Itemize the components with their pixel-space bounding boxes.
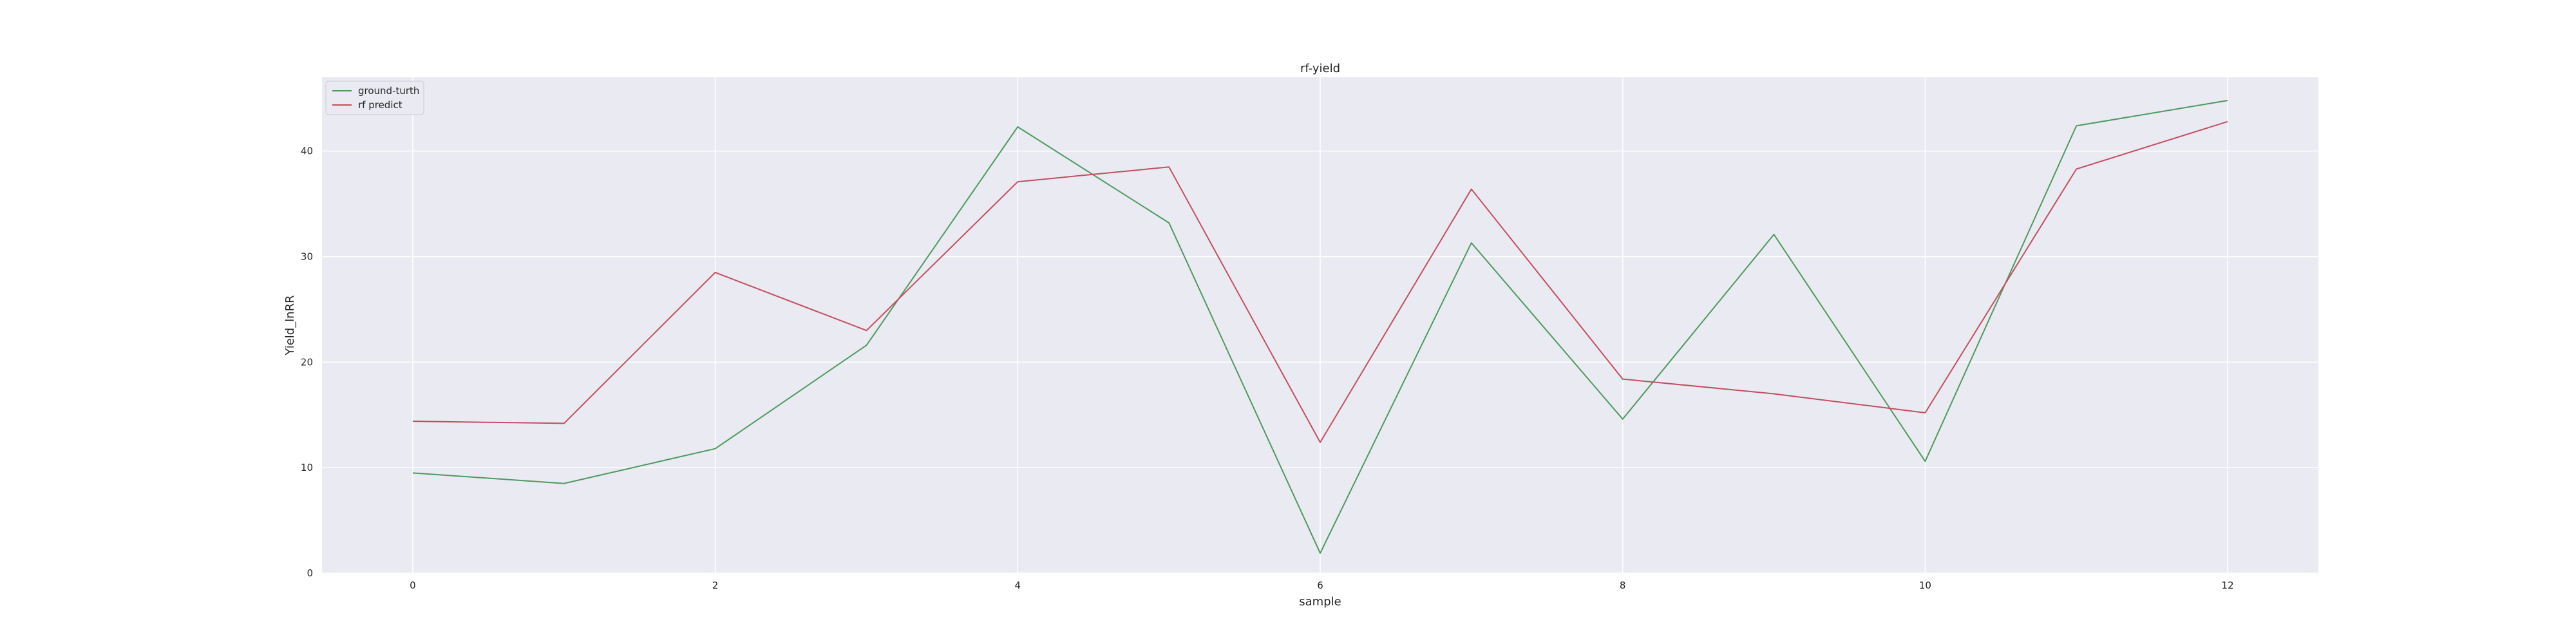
x-tick-label: 12 bbox=[2222, 580, 2234, 591]
y-tick-label: 30 bbox=[301, 251, 313, 263]
y-tick-label: 10 bbox=[301, 462, 313, 473]
legend: ground-turth rf predict bbox=[325, 80, 424, 115]
x-tick-labels: 0 2 4 6 8 10 12 bbox=[410, 580, 2234, 591]
y-tick-label: 0 bbox=[307, 567, 313, 579]
x-tick-label: 6 bbox=[1317, 580, 1323, 591]
x-tick-label: 10 bbox=[1919, 580, 1931, 591]
y-axis-title: Yield_lnRR bbox=[283, 295, 297, 355]
legend-label-rf-predict: rf predict bbox=[358, 99, 402, 111]
x-axis-title: sample bbox=[1299, 595, 1341, 609]
legend-box bbox=[325, 80, 424, 115]
x-tick-label: 0 bbox=[410, 580, 416, 591]
x-tick-label: 2 bbox=[712, 580, 719, 591]
series-lines bbox=[412, 100, 2228, 554]
series-line-rf-predict bbox=[412, 120, 2228, 443]
legend-label-ground-turth: ground-turth bbox=[358, 85, 419, 97]
series-line-ground-turth bbox=[412, 100, 2228, 554]
y-tick-label: 20 bbox=[301, 356, 313, 368]
y-tick-labels: 0 10 20 30 40 bbox=[301, 146, 313, 579]
chart-title: rf-yield bbox=[1300, 62, 1340, 75]
grid-lines bbox=[322, 77, 2318, 574]
x-tick-label: 4 bbox=[1015, 580, 1021, 591]
x-tick-label: 8 bbox=[1620, 580, 1626, 591]
y-tick-label: 40 bbox=[301, 146, 313, 157]
